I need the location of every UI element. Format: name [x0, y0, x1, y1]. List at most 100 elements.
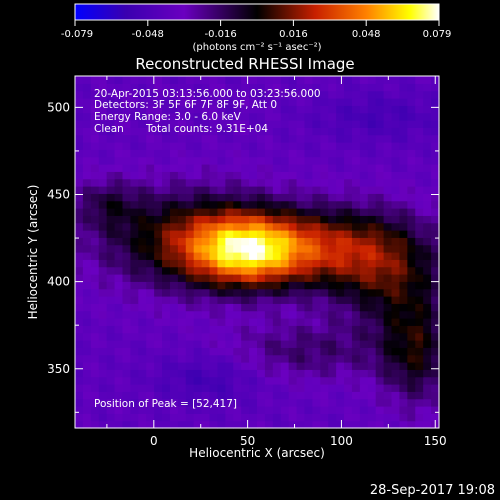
heatmap-cell	[344, 112, 353, 121]
heatmap-cell	[138, 310, 147, 319]
heatmap-cell	[312, 310, 321, 319]
heatmap-cell	[280, 193, 290, 202]
heatmap-cell	[185, 127, 195, 136]
heatmap-cell	[336, 120, 345, 128]
heatmap-cell	[391, 259, 401, 268]
heatmap-cell	[114, 384, 124, 392]
heatmap-cell	[423, 369, 432, 378]
heatmap-cell	[375, 200, 385, 209]
heatmap-cell	[296, 186, 306, 194]
heatmap-cell	[312, 274, 321, 282]
heatmap-cell	[383, 200, 393, 209]
heatmap-cell	[423, 252, 432, 260]
heatmap-cell	[162, 215, 171, 224]
heatmap-cell	[130, 237, 139, 246]
heatmap-cell	[106, 288, 116, 297]
heatmap-cell	[193, 244, 203, 253]
heatmap-cell	[225, 347, 234, 356]
heatmap-cell	[375, 325, 385, 334]
heatmap-cell	[431, 186, 440, 194]
heatmap-cell	[138, 274, 147, 282]
heatmap-cell	[431, 332, 440, 341]
heatmap-cell	[336, 266, 345, 275]
heatmap-cell	[75, 347, 84, 356]
heatmap-cell	[249, 413, 258, 422]
heatmap-cell	[162, 288, 171, 297]
heatmap-cell	[130, 303, 139, 312]
heatmap-cell	[280, 90, 290, 99]
heatmap-cell	[351, 178, 361, 187]
heatmap-cell	[233, 274, 242, 282]
heatmap-cell	[423, 193, 432, 202]
heatmap-cell	[359, 142, 369, 150]
heatmap-cell	[296, 120, 306, 128]
heatmap-cell	[328, 274, 337, 282]
heatmap-cell	[130, 420, 139, 429]
heatmap-cell	[359, 413, 369, 422]
heatmap-cell	[82, 332, 92, 341]
heatmap-cell	[328, 193, 337, 202]
heatmap-cell	[367, 90, 377, 99]
heatmap-cell	[154, 398, 163, 407]
heatmap-cell	[241, 296, 250, 304]
heatmap-cell	[351, 76, 361, 84]
heatmap-cell	[257, 376, 266, 385]
heatmap-cell	[320, 288, 329, 297]
heatmap-cell	[431, 178, 440, 187]
heatmap-cell	[399, 105, 408, 114]
heatmap-cell	[82, 112, 92, 121]
heatmap-cell	[272, 222, 282, 231]
heatmap-cell	[257, 164, 266, 172]
heatmap-cell	[122, 222, 131, 231]
heatmap-cell	[209, 90, 219, 99]
heatmap-cell	[241, 347, 250, 356]
heatmap-cell	[225, 391, 234, 400]
heatmap-cell	[288, 347, 298, 356]
heatmap-cell	[233, 120, 242, 128]
heatmap-cell	[106, 90, 116, 99]
heatmap-cell	[415, 281, 424, 290]
heatmap-cell	[399, 384, 408, 392]
heatmap-cell	[367, 296, 377, 304]
heatmap-cell	[407, 230, 416, 238]
heatmap-cell	[122, 127, 131, 136]
heatmap-cell	[162, 127, 171, 136]
heatmap-cell	[375, 384, 385, 392]
heatmap-cell	[98, 164, 108, 172]
heatmap-cell	[296, 230, 306, 238]
heatmap-cell	[114, 318, 124, 326]
heatmap-cell	[154, 303, 163, 312]
heatmap-cell	[288, 318, 298, 326]
heatmap-cell	[130, 90, 139, 99]
heatmap-cell	[138, 142, 147, 150]
heatmap-cell	[225, 310, 234, 319]
heatmap-cell	[415, 208, 424, 216]
heatmap-cell	[217, 112, 226, 121]
heatmap-cell	[264, 200, 274, 209]
heatmap-cell	[351, 127, 361, 136]
heatmap-cell	[217, 134, 226, 143]
heatmap-cell	[280, 83, 290, 92]
heatmap-cell	[217, 266, 226, 275]
heatmap-cell	[351, 406, 361, 414]
heatmap-cell	[138, 266, 147, 275]
heatmap-cell	[280, 259, 290, 268]
heatmap-cell	[193, 406, 203, 414]
heatmap-cell	[82, 98, 92, 106]
heatmap-cell	[138, 149, 147, 158]
heatmap-cell	[162, 274, 171, 282]
heatmap-cell	[241, 208, 250, 216]
heatmap-cell	[241, 244, 250, 253]
heatmap-cell	[280, 281, 290, 290]
heatmap-cell	[304, 105, 313, 114]
heatmap-cell	[169, 398, 179, 407]
heatmap-cell	[249, 281, 258, 290]
heatmap-cell	[423, 259, 432, 268]
heatmap-cell	[399, 332, 408, 341]
heatmap-cell	[185, 266, 195, 275]
heatmap-cell	[423, 354, 432, 363]
heatmap-cell	[177, 156, 187, 165]
heatmap-cell	[169, 413, 179, 422]
heatmap-cell	[146, 76, 155, 84]
heatmap-cell	[391, 171, 401, 180]
